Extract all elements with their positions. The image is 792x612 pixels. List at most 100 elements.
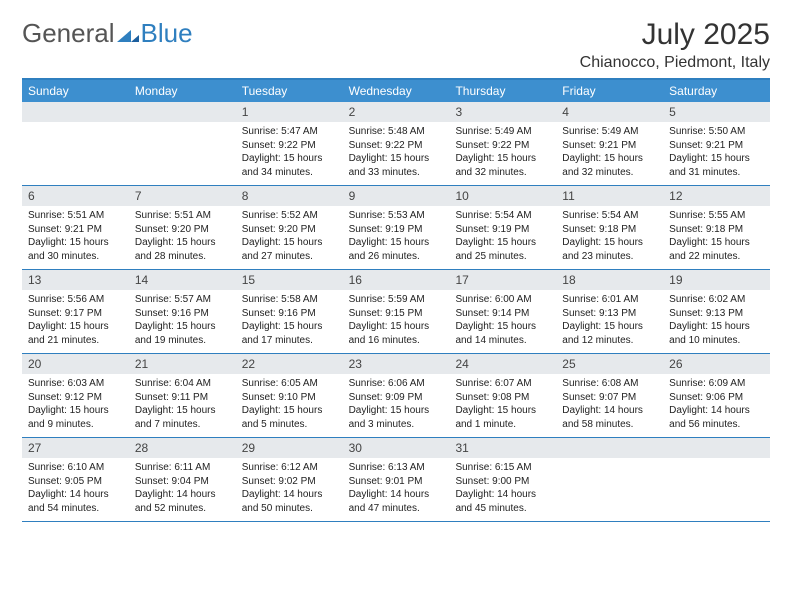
calendar-day: 9 Sunrise: 5:53 AMSunset: 9:19 PMDaylight…: [343, 186, 450, 269]
day-details: Sunrise: 5:48 AMSunset: 9:22 PMDaylight:…: [343, 122, 450, 185]
day-number: 20: [22, 354, 129, 374]
sunrise-line: Sunrise: 6:12 AM: [242, 461, 337, 475]
daylight-line: Daylight: 15 hours and 12 minutes.: [562, 320, 657, 347]
sunset-line: Sunset: 9:10 PM: [242, 391, 337, 405]
day-number: 16: [343, 270, 450, 290]
day-details: Sunrise: 5:51 AMSunset: 9:21 PMDaylight:…: [22, 206, 129, 269]
day-number: 4: [556, 102, 663, 122]
location: Chianocco, Piedmont, Italy: [580, 54, 770, 72]
day-number: 29: [236, 438, 343, 458]
day-details: Sunrise: 6:08 AMSunset: 9:07 PMDaylight:…: [556, 374, 663, 437]
daylight-line: Daylight: 15 hours and 7 minutes.: [135, 404, 230, 431]
day-number: 19: [663, 270, 770, 290]
day-details: Sunrise: 6:06 AMSunset: 9:09 PMDaylight:…: [343, 374, 450, 437]
day-details: Sunrise: 5:54 AMSunset: 9:18 PMDaylight:…: [556, 206, 663, 269]
month-title: July 2025: [580, 18, 770, 52]
weekday-header: Thursday: [449, 80, 556, 102]
sunset-line: Sunset: 9:18 PM: [562, 223, 657, 237]
daylight-line: Daylight: 15 hours and 33 minutes.: [349, 152, 444, 179]
day-details: Sunrise: 6:10 AMSunset: 9:05 PMDaylight:…: [22, 458, 129, 521]
day-number: 17: [449, 270, 556, 290]
daylight-line: Daylight: 15 hours and 19 minutes.: [135, 320, 230, 347]
sunrise-line: Sunrise: 5:47 AM: [242, 125, 337, 139]
day-number: 9: [343, 186, 450, 206]
daylight-line: Daylight: 15 hours and 10 minutes.: [669, 320, 764, 347]
calendar-day: 24Sunrise: 6:07 AMSunset: 9:08 PMDayligh…: [449, 354, 556, 437]
calendar-day: 31Sunrise: 6:15 AMSunset: 9:00 PMDayligh…: [449, 438, 556, 521]
day-number: [129, 102, 236, 122]
day-details: Sunrise: 6:07 AMSunset: 9:08 PMDaylight:…: [449, 374, 556, 437]
day-number: 25: [556, 354, 663, 374]
calendar-day: 26Sunrise: 6:09 AMSunset: 9:06 PMDayligh…: [663, 354, 770, 437]
day-details: Sunrise: 6:00 AMSunset: 9:14 PMDaylight:…: [449, 290, 556, 353]
sunrise-line: Sunrise: 5:57 AM: [135, 293, 230, 307]
sunrise-line: Sunrise: 5:51 AM: [135, 209, 230, 223]
day-details: Sunrise: 6:04 AMSunset: 9:11 PMDaylight:…: [129, 374, 236, 437]
daylight-line: Daylight: 14 hours and 45 minutes.: [455, 488, 550, 515]
sunset-line: Sunset: 9:13 PM: [562, 307, 657, 321]
calendar-day: 30Sunrise: 6:13 AMSunset: 9:01 PMDayligh…: [343, 438, 450, 521]
day-number: 2: [343, 102, 450, 122]
day-details: Sunrise: 6:15 AMSunset: 9:00 PMDaylight:…: [449, 458, 556, 521]
sunset-line: Sunset: 9:19 PM: [455, 223, 550, 237]
daylight-line: Daylight: 15 hours and 25 minutes.: [455, 236, 550, 263]
daylight-line: Daylight: 15 hours and 32 minutes.: [562, 152, 657, 179]
day-details: Sunrise: 5:54 AMSunset: 9:19 PMDaylight:…: [449, 206, 556, 269]
daylight-line: Daylight: 15 hours and 21 minutes.: [28, 320, 123, 347]
sunrise-line: Sunrise: 6:13 AM: [349, 461, 444, 475]
sunset-line: Sunset: 9:18 PM: [669, 223, 764, 237]
sunrise-line: Sunrise: 5:58 AM: [242, 293, 337, 307]
daylight-line: Daylight: 15 hours and 17 minutes.: [242, 320, 337, 347]
sunset-line: Sunset: 9:11 PM: [135, 391, 230, 405]
calendar-day: 19Sunrise: 6:02 AMSunset: 9:13 PMDayligh…: [663, 270, 770, 353]
daylight-line: Daylight: 15 hours and 30 minutes.: [28, 236, 123, 263]
calendar-day: 3Sunrise: 5:49 AMSunset: 9:22 PMDaylight…: [449, 102, 556, 185]
sunrise-line: Sunrise: 6:10 AM: [28, 461, 123, 475]
day-details: Sunrise: 5:49 AMSunset: 9:22 PMDaylight:…: [449, 122, 556, 185]
day-number: 1: [236, 102, 343, 122]
calendar-day: 27Sunrise: 6:10 AMSunset: 9:05 PMDayligh…: [22, 438, 129, 521]
sunset-line: Sunset: 9:14 PM: [455, 307, 550, 321]
weekday-header: Saturday: [663, 80, 770, 102]
calendar-week: 13Sunrise: 5:56 AMSunset: 9:17 PMDayligh…: [22, 270, 770, 354]
sunrise-line: Sunrise: 5:54 AM: [562, 209, 657, 223]
sunset-line: Sunset: 9:22 PM: [242, 139, 337, 153]
sunrise-line: Sunrise: 6:03 AM: [28, 377, 123, 391]
sunrise-line: Sunrise: 5:53 AM: [349, 209, 444, 223]
sunset-line: Sunset: 9:19 PM: [349, 223, 444, 237]
day-number: 22: [236, 354, 343, 374]
daylight-line: Daylight: 15 hours and 26 minutes.: [349, 236, 444, 263]
daylight-line: Daylight: 14 hours and 47 minutes.: [349, 488, 444, 515]
calendar-day: 11Sunrise: 5:54 AMSunset: 9:18 PMDayligh…: [556, 186, 663, 269]
day-details: Sunrise: 5:51 AMSunset: 9:20 PMDaylight:…: [129, 206, 236, 269]
day-details: Sunrise: 5:55 AMSunset: 9:18 PMDaylight:…: [663, 206, 770, 269]
sunset-line: Sunset: 9:04 PM: [135, 475, 230, 489]
day-number: 28: [129, 438, 236, 458]
calendar-week: 27Sunrise: 6:10 AMSunset: 9:05 PMDayligh…: [22, 438, 770, 522]
weekday-header: Sunday: [22, 80, 129, 102]
day-number: 18: [556, 270, 663, 290]
daylight-line: Daylight: 15 hours and 23 minutes.: [562, 236, 657, 263]
daylight-line: Daylight: 15 hours and 5 minutes.: [242, 404, 337, 431]
sunrise-line: Sunrise: 6:05 AM: [242, 377, 337, 391]
day-number: 13: [22, 270, 129, 290]
calendar-day: 2Sunrise: 5:48 AMSunset: 9:22 PMDaylight…: [343, 102, 450, 185]
sunrise-line: Sunrise: 5:52 AM: [242, 209, 337, 223]
daylight-line: Daylight: 15 hours and 9 minutes.: [28, 404, 123, 431]
day-number: 21: [129, 354, 236, 374]
sunrise-line: Sunrise: 5:56 AM: [28, 293, 123, 307]
logo-text-1: General: [22, 18, 115, 49]
day-number: 30: [343, 438, 450, 458]
day-number: [663, 438, 770, 458]
day-number: 27: [22, 438, 129, 458]
sunrise-line: Sunrise: 5:51 AM: [28, 209, 123, 223]
sunrise-line: Sunrise: 6:08 AM: [562, 377, 657, 391]
calendar-day: 1Sunrise: 5:47 AMSunset: 9:22 PMDaylight…: [236, 102, 343, 185]
sunset-line: Sunset: 9:21 PM: [562, 139, 657, 153]
day-details: Sunrise: 6:11 AMSunset: 9:04 PMDaylight:…: [129, 458, 236, 521]
sunrise-line: Sunrise: 6:15 AM: [455, 461, 550, 475]
calendar-day: 12Sunrise: 5:55 AMSunset: 9:18 PMDayligh…: [663, 186, 770, 269]
day-details: Sunrise: 5:52 AMSunset: 9:20 PMDaylight:…: [236, 206, 343, 269]
sunset-line: Sunset: 9:22 PM: [349, 139, 444, 153]
sunset-line: Sunset: 9:20 PM: [242, 223, 337, 237]
